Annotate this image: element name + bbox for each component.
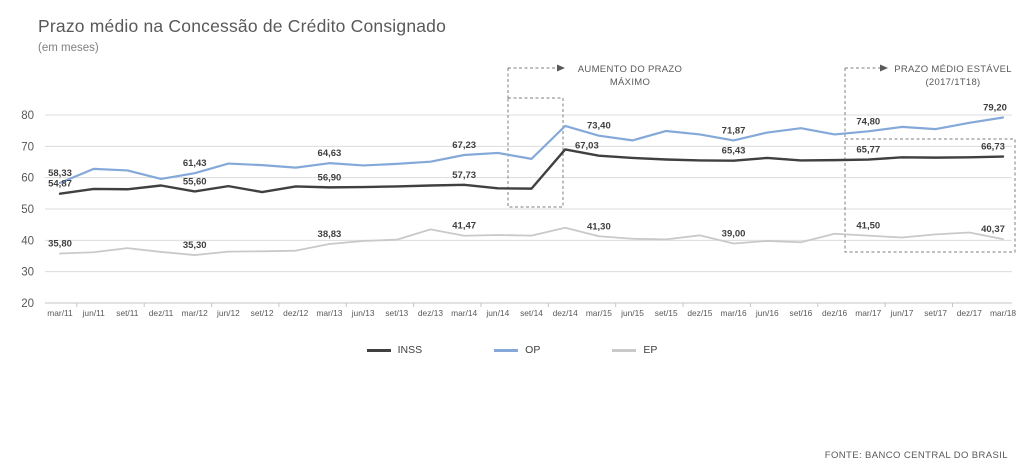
data-label-op-0: 58,33 — [48, 168, 72, 179]
x-tick-label: jun/15 — [620, 308, 644, 318]
x-tick-label: jun/12 — [216, 308, 240, 318]
data-label-ep-12: 41,47 — [452, 221, 476, 232]
aumento-prazo-maximo-label: MÁXIMO — [610, 77, 650, 88]
series-line-ep — [59, 226, 1004, 256]
x-tick-label: mar/16 — [721, 308, 747, 318]
x-tick-label: mar/15 — [586, 308, 612, 318]
prazo-medio-estavel-label: PRAZO MÉDIO ESTÁVEL — [894, 64, 1012, 75]
x-tick-label: dez/14 — [553, 308, 578, 318]
aumento-prazo-maximo-label: AUMENTO DO PRAZO — [578, 64, 682, 75]
data-label-inss-28: 66,73 — [981, 142, 1005, 153]
data-label-op-8: 64,63 — [318, 148, 342, 159]
legend-item-inss: INSS — [366, 344, 423, 356]
x-tick-label: dez/12 — [283, 308, 308, 318]
data-label-op-20: 71,87 — [722, 125, 746, 136]
data-label-op-4: 61,43 — [183, 158, 207, 169]
data-label-inss-8: 56,90 — [318, 172, 342, 183]
data-label-ep-4: 35,30 — [183, 240, 207, 251]
prazo-medio-estavel-label: (2017/1T18) — [925, 77, 980, 88]
data-label-inss-0: 54,87 — [48, 179, 72, 190]
series-line-op — [58, 116, 1005, 184]
aumento-prazo-maximo-box — [507, 97, 564, 208]
data-label-ep-28: 40,37 — [981, 224, 1005, 235]
prazo-medio-estavel-arrowhead-icon — [880, 64, 888, 72]
x-tick-label: set/16 — [790, 308, 813, 318]
legend-label-ep: EP — [643, 344, 658, 356]
legend-label-inss: INSS — [397, 344, 423, 356]
data-label-inss-12: 57,73 — [452, 170, 476, 181]
data-label-ep-0: 35,80 — [48, 238, 72, 249]
y-tick-label: 30 — [21, 267, 34, 279]
data-label-inss-16: 67,03 — [575, 141, 599, 152]
data-label-inss-4: 55,60 — [183, 176, 207, 187]
data-label-ep-8: 38,83 — [318, 229, 342, 240]
op-line-swatch — [494, 348, 519, 352]
data-label-ep-20: 39,00 — [722, 228, 746, 239]
data-label-op-24: 74,80 — [856, 116, 880, 127]
x-tick-label: jun/11 — [82, 308, 106, 318]
chart-subtitle: (em meses) — [38, 42, 99, 54]
x-tick-label: set/11 — [116, 308, 139, 318]
data-label-inss-24: 65,77 — [856, 145, 880, 156]
x-tick-label: mar/14 — [451, 308, 477, 318]
chart-title: Prazo médio na Concessão de Crédito Cons… — [38, 16, 447, 36]
data-label-ep-24: 41,50 — [856, 221, 880, 232]
legend-item-op: OP — [494, 344, 540, 356]
x-tick-label: set/12 — [251, 308, 274, 318]
legend-item-ep: EP — [612, 344, 657, 356]
x-tick-label: mar/18 — [990, 308, 1016, 318]
chart-legend: INSS OP EP — [0, 344, 1024, 356]
data-label-op-12: 67,23 — [452, 140, 476, 151]
x-tick-label: jun/17 — [890, 308, 914, 318]
prazo-medio-estavel-box — [844, 138, 1016, 253]
data-label-inss-20: 65,43 — [722, 146, 746, 157]
series-line-inss — [58, 148, 1005, 195]
x-tick-label: mar/11 — [47, 308, 73, 318]
x-tick-label: dez/17 — [957, 308, 982, 318]
y-tick-label: 40 — [21, 235, 34, 247]
y-tick-label: 50 — [21, 204, 34, 216]
x-tick-label: jun/14 — [485, 308, 509, 318]
x-tick-label: jun/16 — [755, 308, 779, 318]
y-tick-label: 80 — [21, 110, 34, 122]
x-tick-label: dez/13 — [418, 308, 443, 318]
x-tick-label: set/17 — [924, 308, 947, 318]
source-note: FONTE: BANCO CENTRAL DO BRASIL — [824, 450, 1008, 461]
data-label-op-16: 73,40 — [587, 121, 611, 132]
x-tick-label: set/14 — [520, 308, 543, 318]
ep-line-swatch — [612, 348, 637, 352]
x-tick-label: jun/13 — [351, 308, 375, 318]
aumento-prazo-maximo-arrowhead-icon — [557, 64, 565, 72]
x-tick-label: mar/13 — [316, 308, 342, 318]
x-tick-label: mar/12 — [182, 308, 208, 318]
x-tick-label: dez/16 — [822, 308, 847, 318]
data-label-op-28: 79,20 — [983, 103, 1007, 114]
x-tick-label: mar/17 — [855, 308, 881, 318]
y-tick-label: 70 — [21, 141, 34, 153]
y-tick-label: 60 — [21, 173, 34, 185]
x-tick-label: dez/11 — [149, 308, 174, 318]
legend-label-op: OP — [525, 344, 541, 356]
inss-line-swatch — [366, 348, 391, 352]
x-tick-label: dez/15 — [687, 308, 712, 318]
x-tick-label: set/15 — [655, 308, 678, 318]
data-label-ep-16: 41,30 — [587, 221, 611, 232]
line-chart-plot: 20 30 40 50 60 70 80 mar/11 jun/11 set/11 dez/11 ma… — [21, 64, 1016, 318]
y-tick-label: 20 — [21, 298, 34, 310]
x-tick-label: set/13 — [385, 308, 408, 318]
